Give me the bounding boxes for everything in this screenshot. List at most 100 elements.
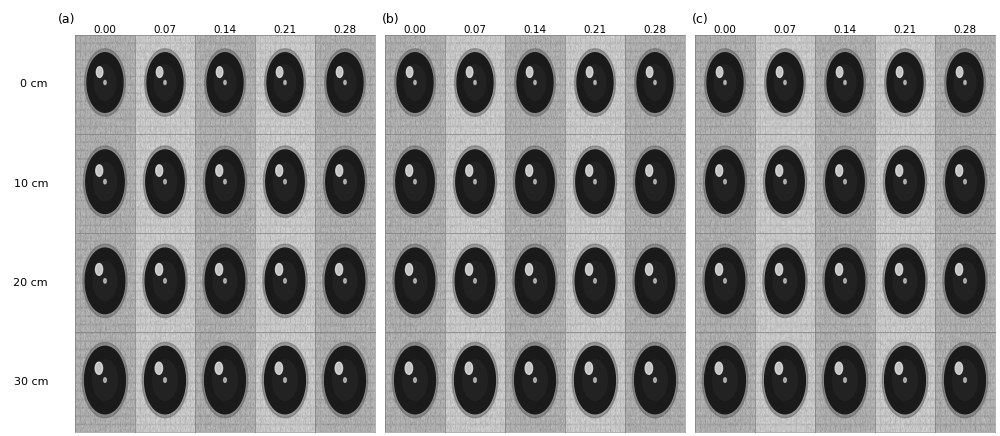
Polygon shape (325, 248, 365, 313)
Polygon shape (573, 146, 617, 218)
Polygon shape (715, 263, 723, 275)
Polygon shape (646, 165, 653, 176)
Polygon shape (205, 248, 245, 313)
Polygon shape (96, 165, 103, 176)
Polygon shape (724, 279, 726, 283)
Polygon shape (155, 362, 163, 375)
Polygon shape (573, 244, 617, 317)
Polygon shape (654, 180, 656, 184)
Polygon shape (262, 342, 308, 418)
Polygon shape (964, 80, 966, 85)
Text: 0 cm: 0 cm (20, 79, 48, 89)
Polygon shape (95, 362, 103, 375)
Polygon shape (835, 263, 843, 275)
Polygon shape (844, 279, 846, 283)
Polygon shape (883, 146, 927, 218)
Polygon shape (763, 244, 807, 317)
Polygon shape (882, 342, 928, 418)
Polygon shape (455, 346, 495, 414)
Polygon shape (455, 248, 495, 313)
Polygon shape (327, 53, 363, 112)
Polygon shape (834, 65, 856, 100)
Polygon shape (893, 261, 917, 300)
Polygon shape (716, 67, 723, 78)
Polygon shape (275, 362, 283, 375)
Polygon shape (143, 146, 187, 218)
Polygon shape (207, 53, 243, 112)
Polygon shape (403, 360, 427, 400)
Polygon shape (266, 150, 304, 213)
Polygon shape (705, 49, 745, 116)
Polygon shape (703, 146, 747, 218)
Polygon shape (403, 163, 427, 201)
Polygon shape (635, 346, 675, 414)
Polygon shape (773, 261, 797, 300)
Polygon shape (82, 342, 128, 418)
Polygon shape (956, 67, 963, 78)
Polygon shape (885, 248, 925, 313)
Polygon shape (284, 180, 286, 184)
Polygon shape (322, 342, 368, 418)
Polygon shape (474, 279, 476, 283)
Polygon shape (575, 248, 615, 313)
Polygon shape (823, 146, 867, 218)
Polygon shape (643, 261, 667, 300)
Polygon shape (953, 261, 977, 300)
Polygon shape (833, 360, 857, 400)
Polygon shape (896, 67, 903, 78)
Polygon shape (825, 346, 865, 414)
Polygon shape (414, 80, 416, 85)
Polygon shape (93, 163, 117, 201)
Polygon shape (715, 362, 723, 375)
Polygon shape (145, 346, 185, 414)
Polygon shape (215, 362, 223, 375)
Polygon shape (654, 80, 656, 85)
Polygon shape (632, 342, 678, 418)
Polygon shape (393, 244, 437, 317)
Polygon shape (646, 67, 653, 78)
Title: 0.07: 0.07 (464, 25, 486, 35)
Polygon shape (946, 150, 984, 213)
Title: 0.21: 0.21 (273, 25, 297, 35)
Polygon shape (466, 165, 473, 176)
Polygon shape (392, 342, 438, 418)
Polygon shape (654, 378, 656, 382)
Polygon shape (93, 261, 117, 300)
Text: 10 cm: 10 cm (14, 179, 48, 189)
Polygon shape (645, 263, 653, 275)
Polygon shape (153, 163, 177, 201)
Polygon shape (224, 378, 226, 382)
Polygon shape (474, 378, 476, 382)
Polygon shape (583, 163, 607, 201)
Polygon shape (87, 53, 123, 112)
Polygon shape (267, 53, 303, 112)
Polygon shape (213, 360, 237, 400)
Polygon shape (844, 180, 846, 184)
Polygon shape (644, 65, 666, 100)
Polygon shape (395, 49, 435, 116)
Polygon shape (414, 279, 416, 283)
Polygon shape (823, 244, 867, 317)
Polygon shape (534, 180, 536, 184)
Polygon shape (145, 248, 185, 313)
Polygon shape (86, 150, 124, 213)
Polygon shape (154, 65, 176, 100)
Polygon shape (585, 362, 593, 375)
Polygon shape (707, 53, 743, 112)
Polygon shape (336, 67, 343, 78)
Polygon shape (637, 53, 673, 112)
Polygon shape (896, 165, 903, 176)
Polygon shape (572, 342, 618, 418)
Polygon shape (942, 342, 988, 418)
Polygon shape (335, 263, 343, 275)
Polygon shape (456, 150, 494, 213)
Polygon shape (895, 362, 903, 375)
Polygon shape (895, 263, 903, 275)
Title: 0.00: 0.00 (404, 25, 426, 35)
Polygon shape (584, 65, 606, 100)
Polygon shape (943, 244, 987, 317)
Polygon shape (466, 67, 473, 78)
Polygon shape (705, 248, 745, 313)
Polygon shape (156, 67, 163, 78)
Polygon shape (765, 248, 805, 313)
